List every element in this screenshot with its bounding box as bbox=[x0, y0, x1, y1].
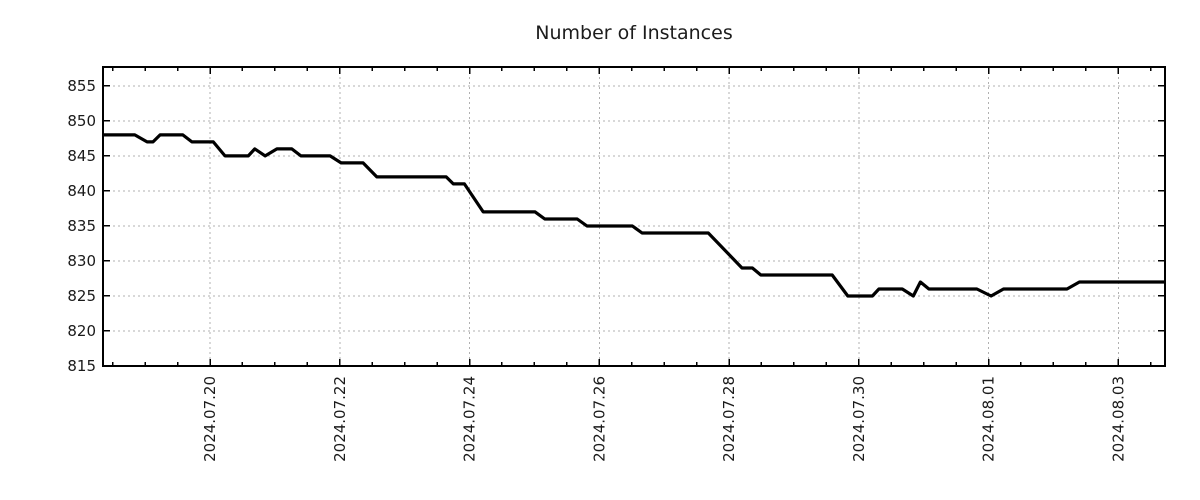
data-line bbox=[103, 133, 1165, 298]
x-tick-label: 2024.07.26 bbox=[590, 376, 608, 462]
x-tick-label: 2024.07.28 bbox=[720, 376, 738, 462]
x-tick-label: 2024.07.20 bbox=[201, 376, 219, 462]
y-tick-label: 845 bbox=[67, 147, 96, 165]
x-tick-label: 2024.07.22 bbox=[331, 376, 349, 462]
x-tick-label: 2024.08.03 bbox=[1109, 376, 1127, 462]
y-tick-label: 840 bbox=[67, 182, 96, 200]
x-tick-label: 2024.08.01 bbox=[980, 376, 998, 462]
y-tick-label: 830 bbox=[67, 252, 96, 270]
chart-title: Number of Instances bbox=[535, 22, 732, 44]
plot-area: 815 820 825 830 835 840 845 850 855 2024.07.20 202… bbox=[67, 66, 1166, 462]
y-tick-label: 815 bbox=[67, 357, 96, 375]
y-tick-label: 850 bbox=[67, 112, 96, 130]
plot-frame bbox=[102, 66, 1166, 367]
y-tick-label: 855 bbox=[67, 77, 96, 95]
x-tick-label: 2024.07.30 bbox=[850, 376, 868, 462]
y-tick-label: 835 bbox=[67, 217, 96, 235]
x-tick-label: 2024.07.24 bbox=[461, 376, 479, 462]
y-tick-label: 820 bbox=[67, 322, 96, 340]
y-tick-label: 825 bbox=[67, 287, 96, 305]
